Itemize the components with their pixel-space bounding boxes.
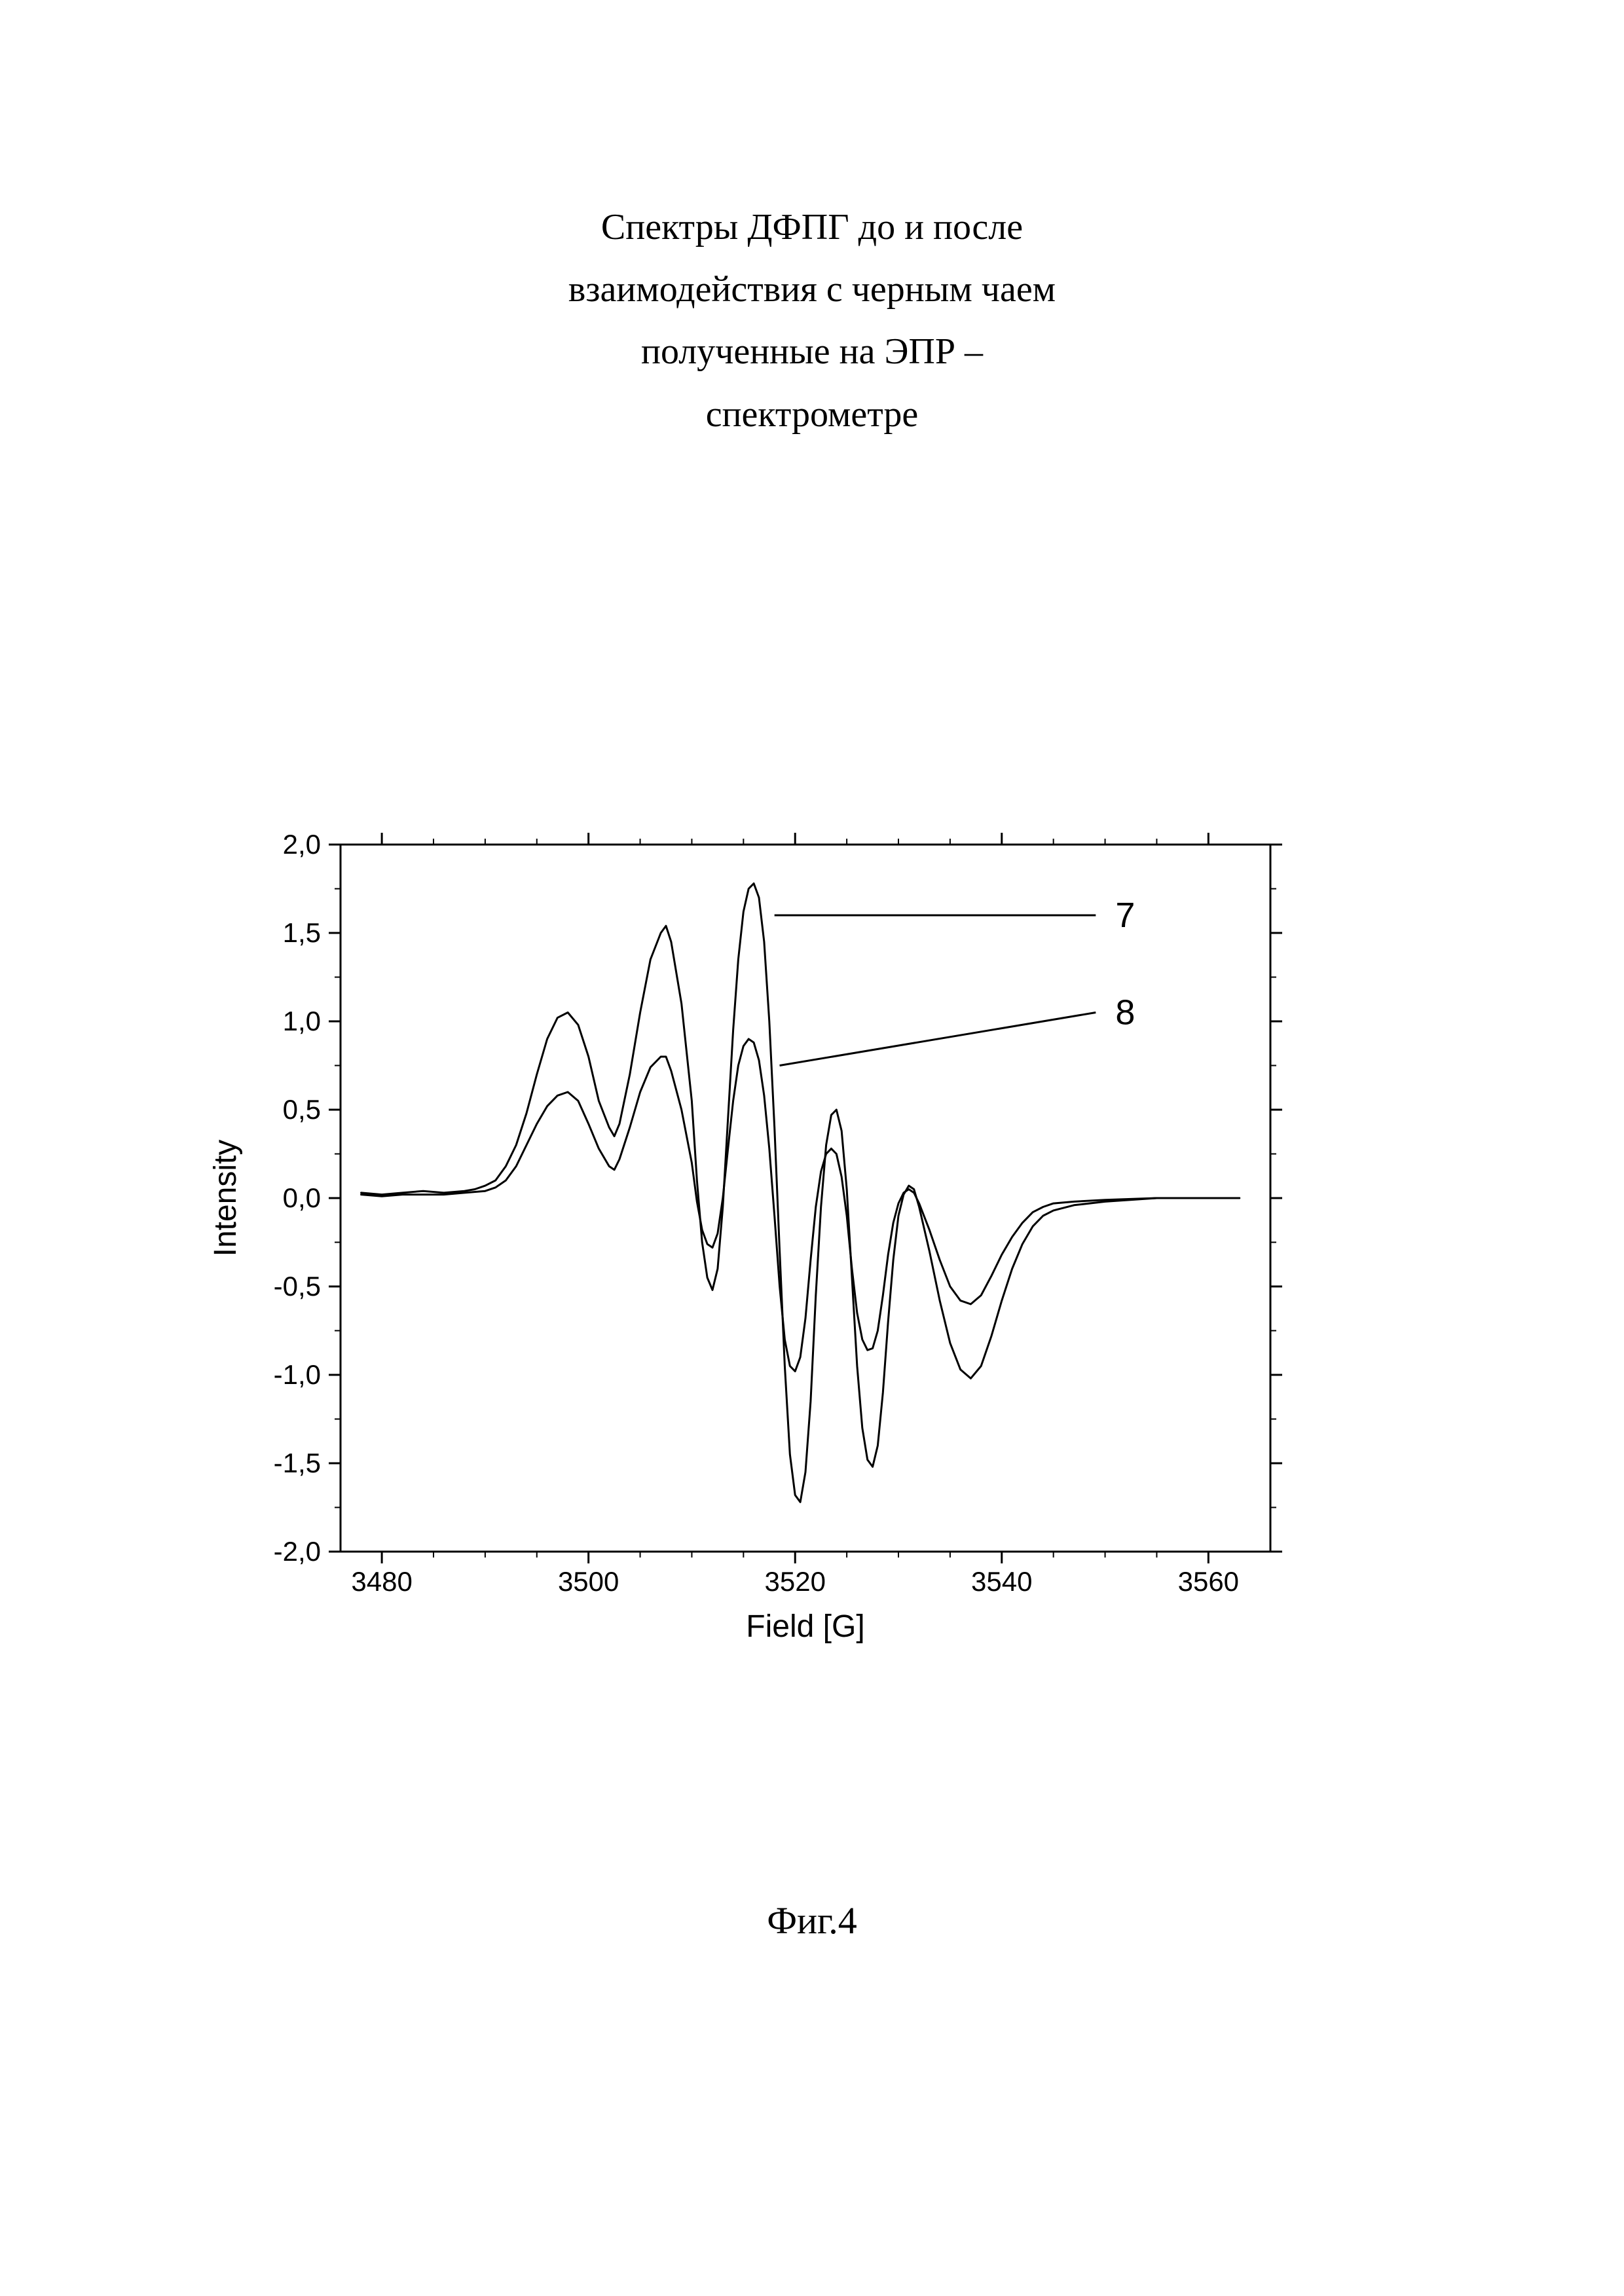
svg-text:3540: 3540 xyxy=(971,1566,1032,1597)
svg-text:2,0: 2,0 xyxy=(283,829,321,860)
svg-text:3480: 3480 xyxy=(351,1566,412,1597)
svg-text:8: 8 xyxy=(1115,993,1135,1032)
svg-text:-0,5: -0,5 xyxy=(274,1271,321,1302)
svg-text:3520: 3520 xyxy=(765,1566,826,1597)
svg-text:-1,5: -1,5 xyxy=(274,1448,321,1478)
title-line: полученные на ЭПР – xyxy=(0,321,1624,383)
svg-text:-1,0: -1,0 xyxy=(274,1359,321,1390)
page-title: Спектры ДФПГ до и после взаимодействия с… xyxy=(0,196,1624,446)
svg-text:0,0: 0,0 xyxy=(283,1182,321,1213)
svg-text:0,5: 0,5 xyxy=(283,1094,321,1125)
svg-text:1,5: 1,5 xyxy=(283,917,321,948)
figure-caption: Фиг.4 xyxy=(0,1899,1624,1942)
svg-text:Intensity: Intensity xyxy=(208,1140,243,1257)
svg-text:3560: 3560 xyxy=(1178,1566,1239,1597)
title-line: Спектры ДФПГ до и после xyxy=(0,196,1624,259)
title-line: спектрометре xyxy=(0,384,1624,446)
title-line: взаимодействия с черным чаем xyxy=(0,259,1624,321)
svg-text:Field [G]: Field [G] xyxy=(746,1609,864,1644)
epr-spectrum-chart: -2,0 -1,5 -1,0 -0,5 0,0 0,5 1,0 1,5 2,0 3480 3500 3… xyxy=(196,818,1310,1669)
svg-text:7: 7 xyxy=(1115,896,1135,935)
svg-text:3500: 3500 xyxy=(558,1566,619,1597)
svg-text:1,0: 1,0 xyxy=(283,1006,321,1036)
svg-text:-2,0: -2,0 xyxy=(274,1536,321,1567)
